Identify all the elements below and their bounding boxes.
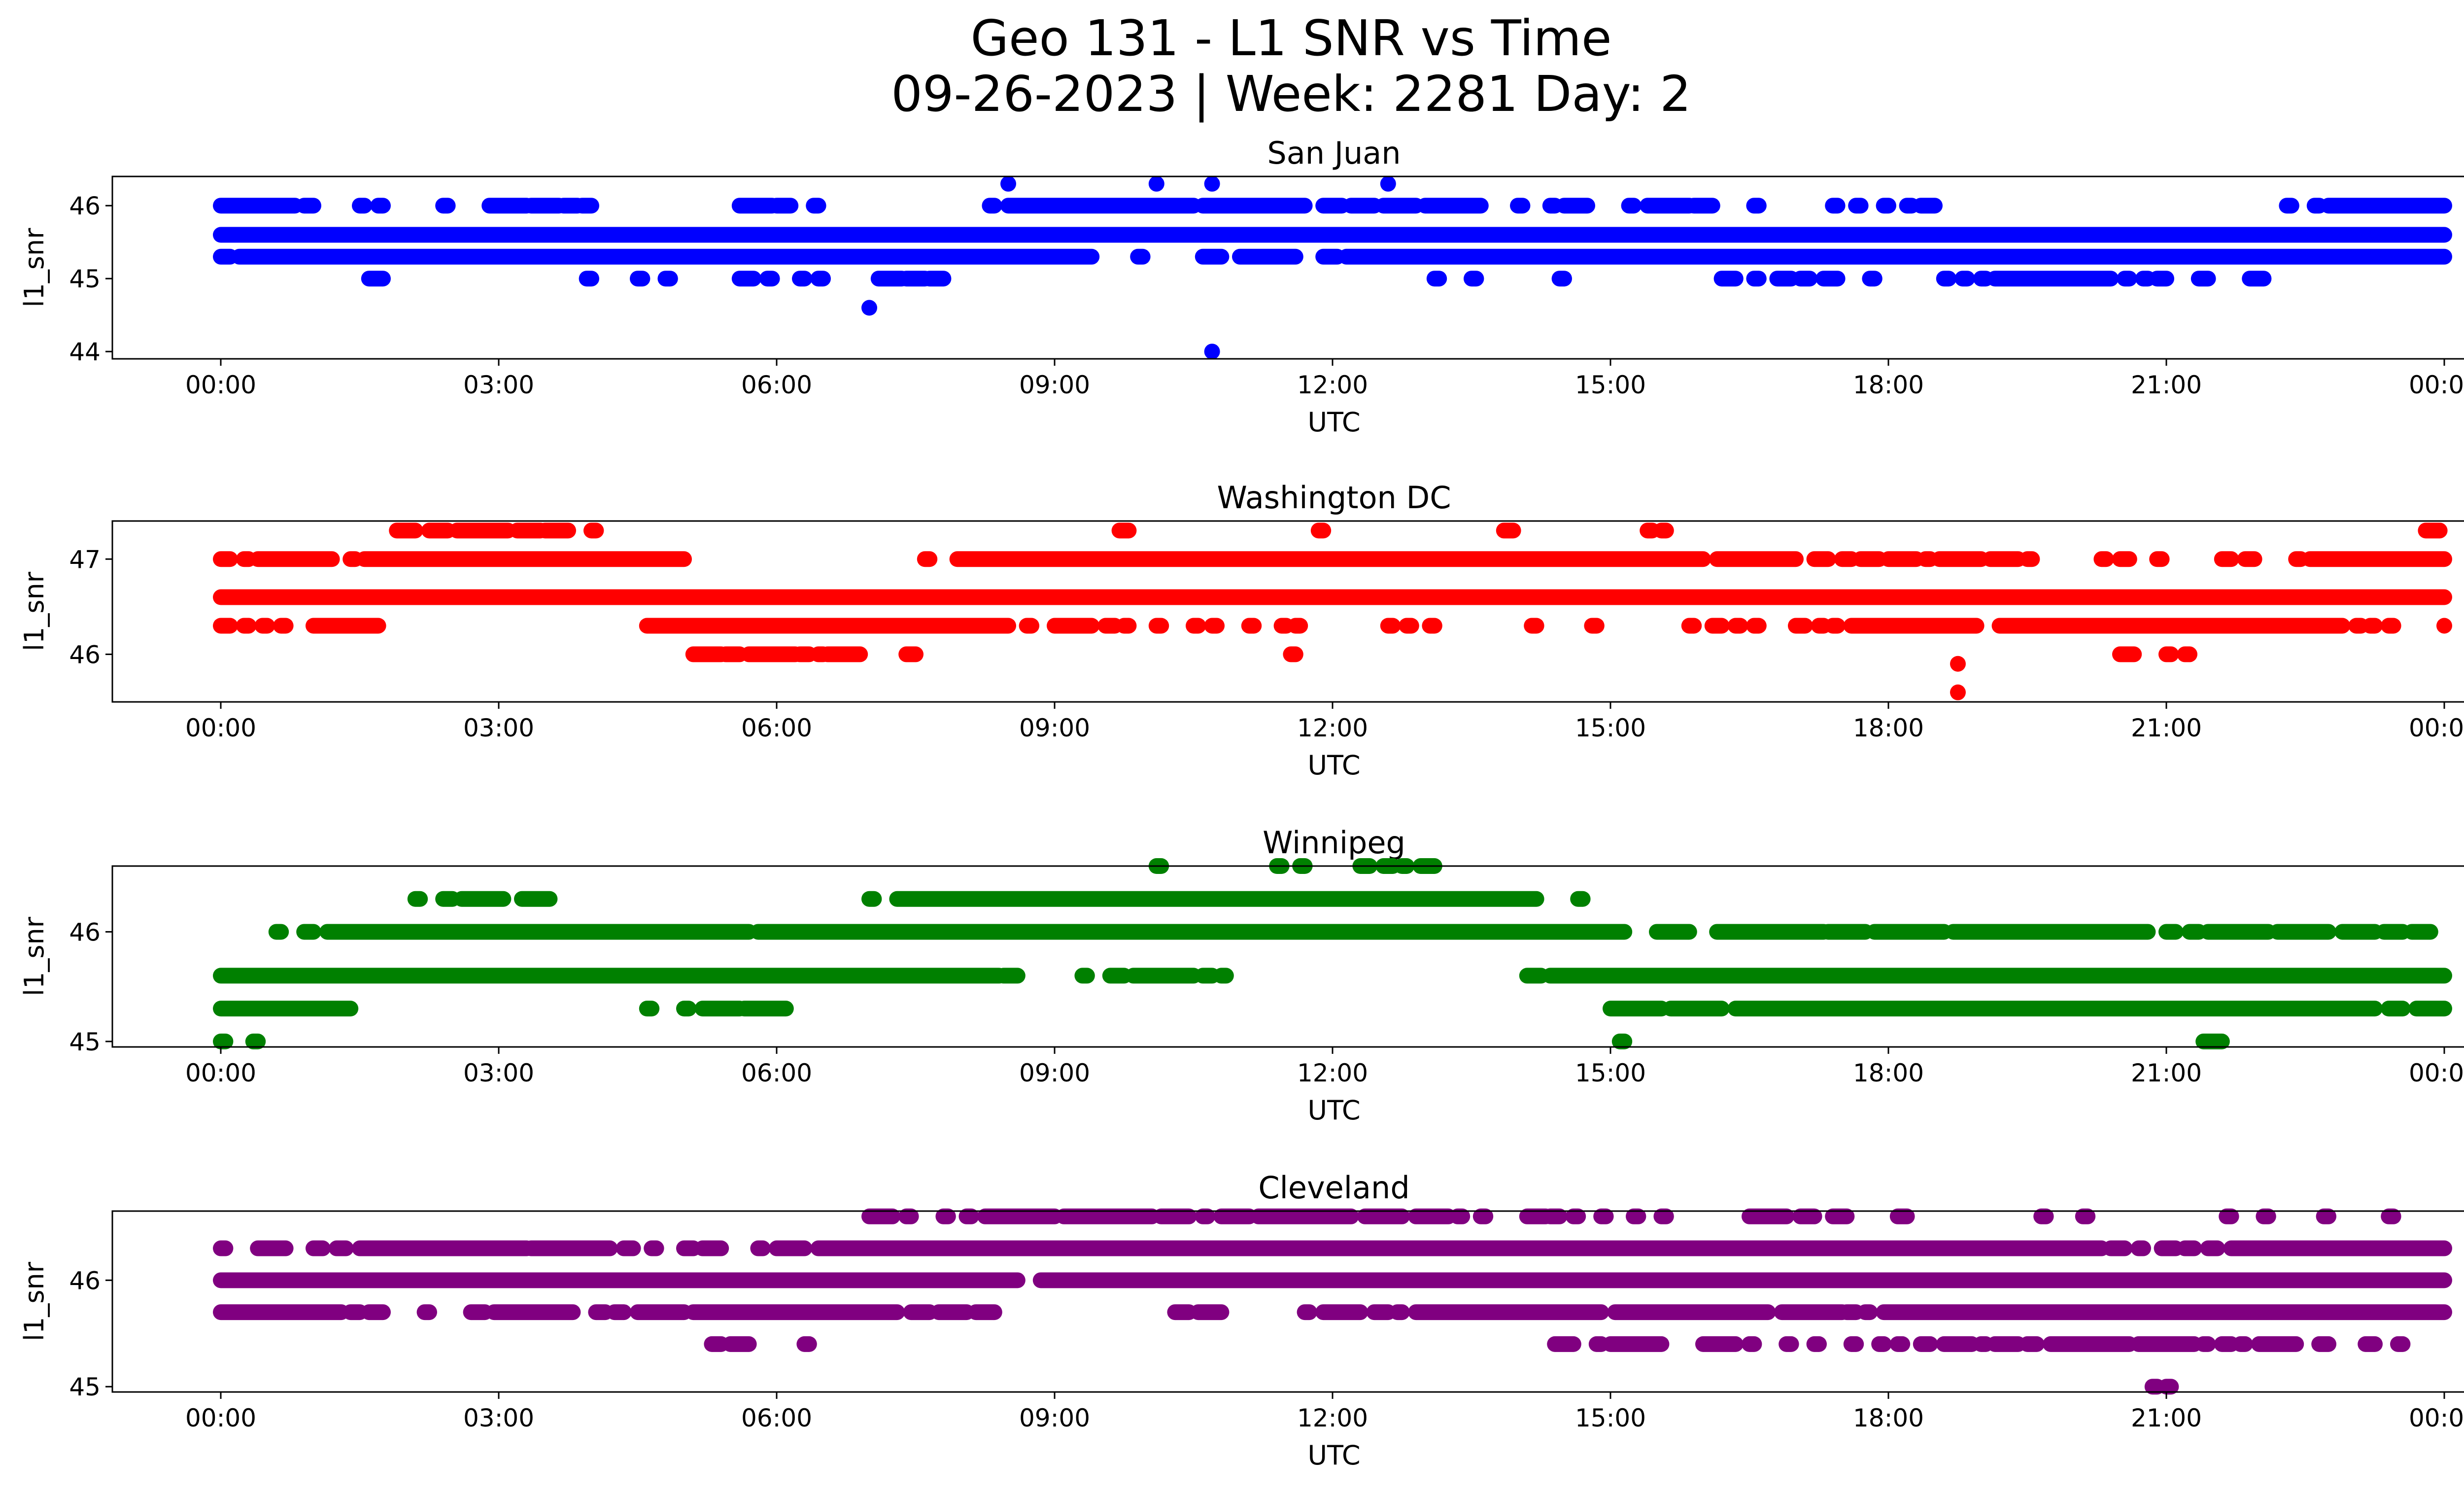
x-tick-label: 12:00: [1297, 1404, 1368, 1432]
data-point: [1204, 175, 1220, 192]
data-points: [213, 175, 2452, 360]
x-tick-label: 00:00: [185, 371, 256, 399]
data-point: [861, 300, 877, 316]
x-tick-label: 15:00: [1575, 1059, 1646, 1087]
subplot-3: Winnipeg 00:00 03:00 06:00 09:00 12:00 15:00 18…: [19, 825, 2464, 1126]
x-tick-label: 09:00: [1019, 714, 1090, 742]
x-tick-label: 15:00: [1575, 714, 1646, 742]
figure-title-line-2: 09-26-2023 | Week: 2281 Day: 2: [891, 65, 1691, 123]
x-tick-label: 09:00: [1019, 1404, 1090, 1432]
x-tick-label: 12:00: [1297, 714, 1368, 742]
x-axis-label: UTC: [1307, 1440, 1360, 1471]
y-tick-label: 46: [69, 192, 101, 220]
data-points: [213, 522, 2452, 700]
axes-frame: [111, 175, 2464, 360]
x-tick-label: 06:00: [741, 714, 812, 742]
data-point: [2436, 618, 2452, 634]
subplot-title: Washington DC: [1217, 480, 1451, 516]
y-tick-label: 46: [69, 918, 101, 946]
x-tick-label: 06:00: [741, 1059, 812, 1087]
x-tick-label: 00:00: [2409, 1404, 2464, 1432]
x-tick-label: 03:00: [463, 714, 534, 742]
x-tick-label: 18:00: [1853, 1059, 1924, 1087]
x-tick-label: 18:00: [1853, 1404, 1924, 1432]
x-tick-label: 03:00: [463, 1404, 534, 1432]
x-tick-label: 00:00: [2409, 1059, 2464, 1087]
x-tick-label: 09:00: [1019, 371, 1090, 399]
data-point: [1148, 175, 1164, 192]
axes-frame: [111, 1210, 2464, 1393]
x-tick-label: 00:00: [2409, 371, 2464, 399]
y-tick-label: 47: [69, 545, 101, 574]
y-tick-label: 46: [69, 640, 101, 669]
x-tick-label: 15:00: [1575, 1404, 1646, 1432]
y-tick-label: 44: [69, 338, 101, 366]
x-tick-label: 18:00: [1853, 371, 1924, 399]
y-axis-label: l1_snr: [19, 1261, 50, 1341]
y-axis-label: l1_snr: [19, 571, 50, 651]
x-tick-label: 18:00: [1853, 714, 1924, 742]
data-points: [213, 1208, 2452, 1395]
x-tick-label: 06:00: [741, 1404, 812, 1432]
data-points: [213, 858, 2452, 1049]
subplot-title: San Juan: [1267, 135, 1401, 171]
x-tick-label: 12:00: [1297, 371, 1368, 399]
x-tick-label: 00:00: [185, 714, 256, 742]
subplot-title: Cleveland: [1258, 1170, 1409, 1206]
x-tick-label: 12:00: [1297, 1059, 1368, 1087]
x-tick-label: 21:00: [2131, 1059, 2202, 1087]
x-tick-label: 06:00: [741, 371, 812, 399]
figure-title-line-1: Geo 131 - L1 SNR vs Time: [971, 9, 1612, 67]
x-tick-label: 09:00: [1019, 1059, 1090, 1087]
x-axis-label: UTC: [1307, 407, 1360, 438]
x-tick-label: 00:00: [2409, 714, 2464, 742]
data-point: [1950, 684, 1966, 700]
axes-frame: [111, 865, 2464, 1048]
data-point: [1380, 175, 1396, 192]
x-tick-label: 03:00: [463, 1059, 534, 1087]
x-tick-label: 15:00: [1575, 371, 1646, 399]
y-tick-label: 45: [69, 265, 101, 293]
y-axis-label: l1_snr: [19, 916, 50, 996]
y-axis-label: l1_snr: [19, 228, 50, 308]
x-axis-label: UTC: [1307, 750, 1360, 781]
x-tick-label: 21:00: [2131, 1404, 2202, 1432]
x-tick-label: 00:00: [185, 1404, 256, 1432]
x-tick-label: 21:00: [2131, 371, 2202, 399]
subplot-1: San Juan 00:00 03:00 06:00 09:00 12:00 15:00 18…: [19, 135, 2464, 438]
x-tick-label: 00:00: [185, 1059, 256, 1087]
y-tick-label: 45: [69, 1373, 101, 1401]
data-point: [1000, 175, 1016, 192]
subplot-4: Cleveland 00:00 03:00 06:00 09:00 12:00 15:00 1…: [19, 1170, 2464, 1471]
x-axis-label: UTC: [1307, 1095, 1360, 1126]
y-tick-label: 46: [69, 1266, 101, 1295]
data-point: [1950, 656, 1966, 672]
data-point: [1204, 344, 1220, 360]
x-tick-label: 03:00: [463, 371, 534, 399]
axes-frame: [111, 520, 2464, 703]
subplot-2: Washington DC 00:00 03:00 06:00 09:00 12:00 15…: [19, 480, 2464, 781]
x-tick-label: 21:00: [2131, 714, 2202, 742]
subplot-title: Winnipeg: [1263, 825, 1405, 861]
y-tick-label: 45: [69, 1028, 101, 1056]
subplot-panels: San Juan 00:00 03:00 06:00 09:00 12:00 15:00 18…: [19, 135, 2464, 1471]
